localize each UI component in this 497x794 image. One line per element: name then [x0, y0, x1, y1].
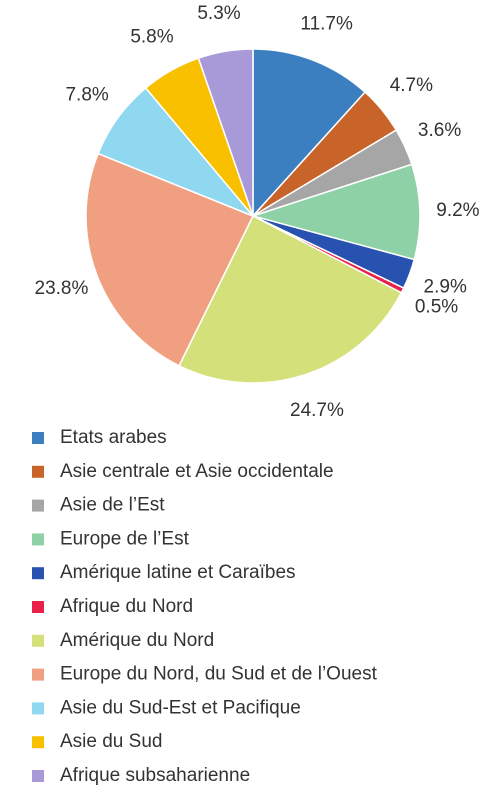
data-label: 23.8%: [35, 278, 89, 299]
pie-slice: [178, 214, 403, 384]
legend-label: Afrique du Nord: [60, 596, 193, 617]
data-label: 9.2%: [436, 200, 479, 221]
legend-swatch: [32, 465, 44, 478]
legend-swatch: [32, 533, 44, 546]
data-label: 4.7%: [390, 75, 433, 96]
legend-swatch: [32, 634, 44, 647]
legend-label: Afrique subsaharienne: [60, 765, 250, 786]
legend-swatch: [32, 668, 44, 681]
legend-label: Amérique latine et Caraïbes: [60, 562, 296, 583]
legend-swatch: [32, 601, 44, 613]
legend-label: Etats arabes: [60, 427, 167, 448]
legend-label: Europe de l’Est: [60, 528, 190, 549]
legend-swatch: [32, 499, 44, 512]
pie-slice: [197, 48, 254, 217]
pie-slice: [85, 152, 255, 367]
legend-swatch: [32, 736, 44, 749]
legend-swatch: [32, 432, 44, 444]
legend-swatch: [32, 702, 44, 715]
data-label: 5.8%: [130, 27, 173, 48]
data-label: 24.7%: [290, 400, 344, 421]
legend-label: Asie du Sud: [60, 731, 162, 752]
data-label: 5.3%: [197, 3, 240, 24]
pie-slice: [250, 163, 421, 261]
data-label: 0.5%: [415, 296, 458, 317]
legend-label: Asie de l’Est: [60, 495, 165, 516]
legend-label: Europe du Nord, du Sud et de l’Ouest: [60, 664, 378, 685]
legend-swatch: [32, 770, 44, 782]
legend-label: Asie centrale et Asie occidentale: [60, 461, 334, 482]
legend-label: Asie du Sud-Est et Pacifique: [60, 697, 301, 718]
legend-swatch: [32, 567, 44, 580]
data-label: 11.7%: [300, 14, 353, 35]
data-label: 3.6%: [418, 120, 461, 141]
legend-label: Amérique du Nord: [60, 630, 214, 651]
pie-slice: [252, 48, 367, 218]
data-label: 2.9%: [424, 276, 467, 297]
data-label: 7.8%: [65, 85, 108, 106]
